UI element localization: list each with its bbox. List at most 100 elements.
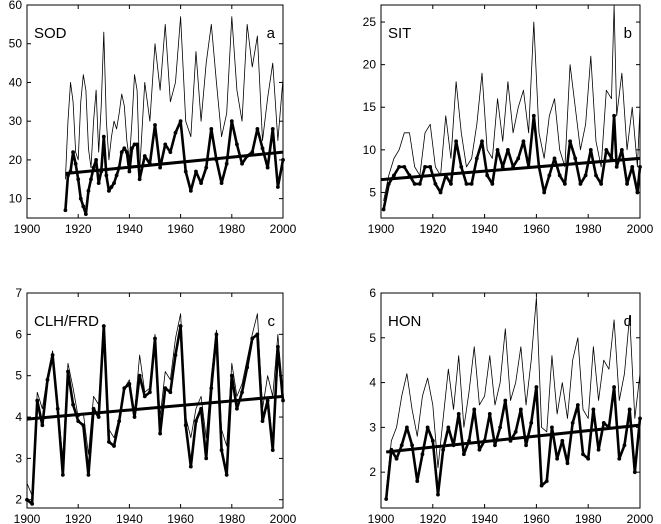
panel-a: 1900 1920 1940 1960 1980 2000 10 20 30 40 50 60 SOD a [9, 0, 297, 236]
y-tick-label: 50 [9, 37, 23, 51]
series-thick-point [25, 497, 29, 502]
series-thick-point [384, 497, 389, 501]
series-thick-point [627, 407, 632, 412]
y-tick-label: 40 [9, 75, 23, 89]
series-thick-point [449, 182, 453, 186]
panel-letter: b [624, 25, 632, 42]
series-thick-point [506, 147, 510, 152]
series-thick-point [91, 406, 96, 411]
y-tick-label: 20 [363, 58, 377, 72]
panel-d: 1900 1920 1940 1960 1980 2000 2 3 4 5 6 HON d [368, 286, 654, 524]
series-thick-point [428, 164, 433, 169]
y-tick-label: 60 [9, 0, 23, 12]
series-thick-point [412, 182, 417, 186]
series-thick-point [392, 173, 396, 178]
series-thick-point [188, 188, 193, 193]
series-thick-point [281, 398, 285, 403]
series-thick-point [433, 182, 438, 186]
series-thick-point [614, 164, 619, 169]
series-thick-point [168, 390, 173, 395]
panel-letter: c [268, 313, 276, 330]
series-thick-point [250, 150, 255, 155]
series-thin-line [65, 16, 284, 180]
series-thick-point [495, 147, 500, 152]
y-tick-label: 2 [369, 465, 376, 479]
series-thick-point [71, 150, 75, 155]
series-thick-point [516, 156, 521, 161]
panel-title: HON [388, 313, 421, 330]
series-thick-point [557, 173, 562, 178]
series-thick-point [104, 173, 109, 178]
x-tick-label: 1940 [471, 222, 498, 236]
series-thick-point [122, 146, 127, 151]
series-thick-point [209, 386, 214, 390]
series-thick-point [81, 423, 86, 428]
x-tick-label: 1980 [575, 512, 602, 524]
y-tick-label: 5 [15, 369, 22, 383]
series-thick-point [224, 473, 229, 477]
y-tick-label: 15 [363, 100, 377, 114]
y-tick-label: 20 [9, 153, 23, 167]
series-thick-point [570, 420, 575, 425]
series-thick-point [568, 139, 572, 144]
series-thick-point [560, 438, 565, 443]
series-thick-point [472, 407, 477, 412]
series-thick-point [178, 119, 183, 124]
x-tick-label: 2000 [270, 512, 297, 524]
series-thick-point [132, 415, 137, 419]
series-thick-point [425, 425, 430, 430]
trend-line [386, 423, 641, 454]
series-thick-point [498, 425, 503, 430]
panel-title: SIT [388, 25, 411, 42]
series-thick-point [89, 177, 93, 182]
y-tick-label: 3 [369, 420, 376, 434]
series-thick-point [474, 156, 479, 161]
series-thick-point [562, 182, 567, 186]
series-thick-point [245, 365, 250, 370]
series-thick-point [124, 150, 129, 155]
x-tick-label: 1940 [116, 222, 143, 236]
y-tick-label: 30 [9, 114, 23, 128]
series-thick-point [275, 344, 280, 349]
x-tick-label: 1940 [471, 512, 498, 524]
x-tick-label: 1960 [523, 512, 550, 524]
x-tick-label: 1980 [575, 222, 602, 236]
series-thick-point [86, 188, 91, 193]
series-thick-point [255, 332, 260, 337]
series-thick-point [521, 139, 526, 144]
series-thick-point [601, 420, 606, 425]
series-thick-point [518, 407, 523, 412]
series-thick-point [168, 150, 173, 155]
series-thick-point [529, 420, 534, 425]
series-thick-point [147, 390, 152, 395]
series-thick-point [142, 154, 147, 158]
series-thick-point [199, 406, 203, 411]
series-thick-point [101, 134, 106, 139]
panel-title: SOD [34, 25, 67, 42]
series-thick-point [130, 146, 134, 151]
series-thick-point [487, 412, 492, 416]
y-tick-label: 5 [369, 331, 376, 345]
y-tick-label: 10 [363, 143, 377, 157]
series-thick-point [619, 147, 624, 152]
series-thick-point [204, 456, 209, 461]
series-thick-point [485, 173, 490, 178]
series-thick-point [260, 146, 265, 151]
series-thick-point [240, 161, 244, 166]
series-thick-point [60, 473, 65, 477]
x-tick-label: 1980 [218, 512, 245, 524]
series-thick-point [66, 369, 70, 374]
series-thick-point [112, 181, 116, 186]
series-thick-point [45, 377, 50, 382]
series-thick-point [635, 190, 640, 195]
series-thick-point [410, 443, 414, 448]
series-thick-point [127, 169, 132, 174]
series-thick-point [153, 123, 157, 127]
series-thick-point [469, 182, 474, 186]
series-thick-point [542, 190, 547, 195]
series-thick-point [513, 429, 518, 434]
panel-letter: a [267, 25, 276, 42]
series-thick-point [73, 161, 78, 166]
series-thick-point [173, 353, 178, 357]
series-thick-point [630, 164, 635, 169]
